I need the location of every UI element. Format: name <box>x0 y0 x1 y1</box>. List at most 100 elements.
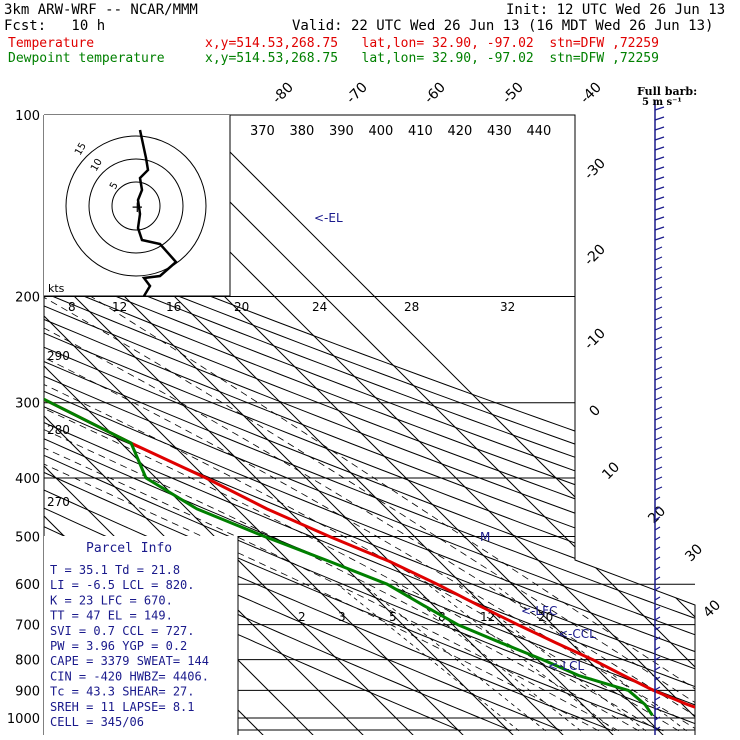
pressure-tick-label: 400 <box>15 472 40 487</box>
dry-adiabat <box>44 115 695 732</box>
isotherm-label: 40 <box>700 597 724 621</box>
wind-barb <box>654 596 661 601</box>
mixing-ratio-line <box>395 583 582 732</box>
hodograph-ring <box>88 158 184 254</box>
moist-adiabat <box>44 296 639 732</box>
wind-barb <box>654 556 661 561</box>
wind-barb <box>654 156 665 161</box>
mixing-ratio-label: 20 <box>538 610 553 624</box>
wind-barb <box>654 426 663 431</box>
isotherm-line <box>44 115 467 735</box>
wind-barb <box>654 566 661 571</box>
isotherm-label: 30 <box>682 541 706 565</box>
wind-barb <box>654 646 661 651</box>
pressure-tick-label: 100 <box>15 109 40 124</box>
wind-barb <box>654 486 663 491</box>
parcel-info-row: T = 35.1 Td = 21.8 <box>50 563 180 577</box>
moist-adiabat <box>44 296 619 732</box>
mixing-ratio-label: 16 <box>166 300 181 314</box>
parcel-info-row: PW = 3.96 YGP = 0.2 <box>50 639 187 653</box>
wind-barb <box>654 686 661 691</box>
pressure-tick-label: 700 <box>15 619 40 634</box>
mixing-ratio-label: 12 <box>480 610 495 624</box>
hodograph-ring <box>111 181 161 231</box>
mixing-ratio-label: 8 <box>68 300 76 314</box>
parcel-info-row: CIN = -420 HWBZ= 4406. <box>50 669 209 683</box>
theta-label: 440 <box>527 124 552 139</box>
theta-label: 370 <box>250 124 275 139</box>
wind-barb <box>654 386 663 391</box>
parcel-info-row: TT = 47 EL = 149. <box>50 609 173 623</box>
hodograph-units: kts <box>48 282 65 295</box>
dry-adiabat <box>44 115 695 732</box>
wind-barb <box>654 276 663 281</box>
wind-barb <box>654 186 665 191</box>
dry-adiabat <box>44 115 695 732</box>
dry-adiabat <box>44 115 695 732</box>
isotherm-label: -40 <box>577 79 604 106</box>
wind-barb <box>654 376 663 381</box>
wind-barb <box>654 436 663 441</box>
hodograph-background <box>44 115 230 296</box>
wind-barb <box>654 226 665 231</box>
dewpoint-legend-label: Dewpoint temperature <box>8 51 165 66</box>
wind-barb <box>654 496 661 501</box>
valid-time: Valid: 22 UTC Wed 26 Jun 13 (16 MDT Wed … <box>292 18 714 34</box>
isotherm-line <box>192 115 695 735</box>
dry-adiabat <box>44 115 695 732</box>
wind-barb <box>654 116 665 121</box>
wind-barb <box>654 656 661 661</box>
wind-barb <box>654 526 661 531</box>
wind-barb <box>654 146 665 151</box>
pressure-tick-label: 300 <box>15 397 40 412</box>
wind-barb <box>654 506 661 511</box>
wind-barb <box>654 576 661 581</box>
isotherm-label: -70 <box>343 79 370 106</box>
level-label-lfc: <-LFC <box>521 604 557 618</box>
wind-barb <box>654 616 661 621</box>
wind-barb <box>654 516 661 521</box>
wind-barb <box>654 256 663 261</box>
isotherm-label: 10 <box>599 459 623 483</box>
moist-adiabat <box>44 296 695 732</box>
dewpoint-legend-info: x,y=514.53,268.75 lat,lon= 32.90, -97.02… <box>205 51 659 66</box>
isotherm-label: -30 <box>581 155 608 182</box>
wind-barb <box>654 626 661 631</box>
mixing-ratio-label: 3 <box>338 610 346 624</box>
isotherm-label: -50 <box>499 79 526 106</box>
barb-legend-unit: 5 m s⁻¹ <box>642 97 682 108</box>
mixing-ratio-label: 12 <box>112 300 127 314</box>
pressure-tick-label: 200 <box>15 291 40 306</box>
wind-barb <box>654 716 661 721</box>
wind-barb <box>654 216 665 221</box>
plot-frame <box>44 114 696 735</box>
mixing-ratio-label: 28 <box>404 300 419 314</box>
mixing-ratio-label: 20 <box>234 300 249 314</box>
wind-barb <box>654 346 663 351</box>
wind-barb <box>654 546 661 551</box>
isotherm-line <box>142 115 695 735</box>
level-label-ccl: <-CCL <box>558 627 596 641</box>
parcel-info-row: CAPE = 3379 SWEAT= 144 <box>50 654 209 668</box>
theta-label: 400 <box>369 124 394 139</box>
temperature-legend-info: x,y=514.53,268.75 lat,lon= 32.90, -97.02… <box>205 36 659 51</box>
wind-barb <box>654 536 661 541</box>
isotherm-label: -80 <box>269 79 296 106</box>
dewpoint-profile <box>44 115 654 717</box>
wind-barb <box>654 196 665 201</box>
wind-barb <box>654 236 665 241</box>
dry-adiabat <box>44 115 695 732</box>
parcel-info-row: SREH = 11 LAPSE= 8.1 <box>50 700 195 714</box>
pressure-tick-label: 800 <box>15 654 40 669</box>
temperature-legend-label: Temperature <box>8 36 95 51</box>
wind-barb <box>654 266 663 271</box>
wind-barb <box>654 176 665 181</box>
parcel-info-row: CELL = 345/06 <box>50 715 144 729</box>
parcel-info-row: K = 23 LFC = 670. <box>50 593 173 607</box>
wind-barb <box>654 136 665 141</box>
wind-barb <box>654 336 663 341</box>
wind-barb <box>654 446 663 451</box>
wind-barb <box>654 606 661 611</box>
wind-barb <box>654 696 661 701</box>
